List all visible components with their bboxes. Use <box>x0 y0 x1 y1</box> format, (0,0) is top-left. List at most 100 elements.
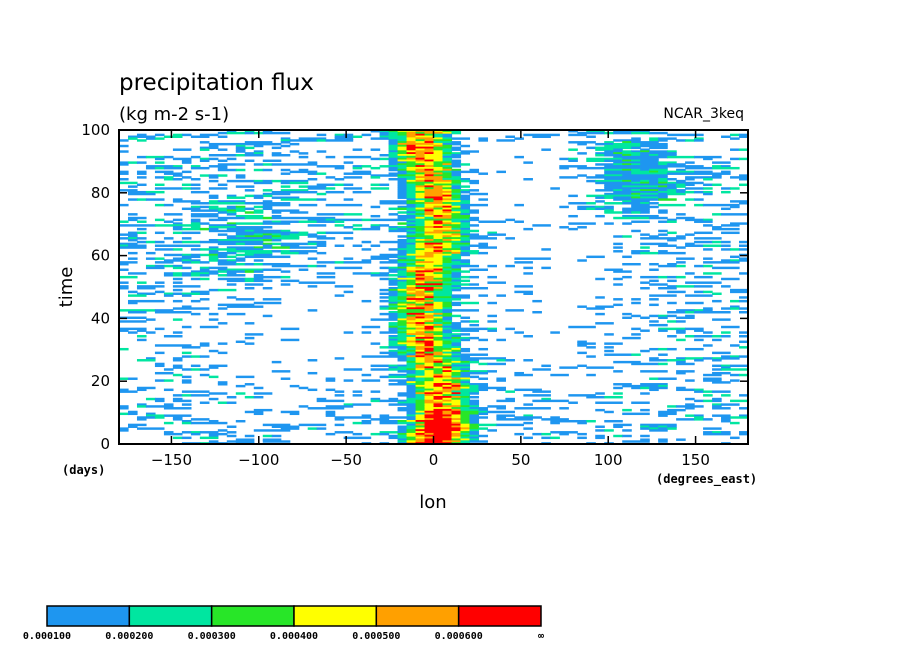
precip-cell <box>181 355 192 358</box>
precip-cell <box>514 203 524 207</box>
precip-cell <box>217 238 264 242</box>
precip-cell <box>415 133 426 137</box>
precip-cell <box>199 277 210 281</box>
precip-cell <box>505 237 515 240</box>
precip-cell <box>595 392 605 395</box>
precip-cell <box>181 421 192 425</box>
precip-cell <box>451 335 462 338</box>
precip-cell <box>397 285 408 288</box>
precip-cell <box>433 148 444 151</box>
precip-cell <box>379 414 390 417</box>
precip-cell <box>721 231 740 235</box>
precip-cell <box>424 277 435 281</box>
precip-cell <box>451 419 462 423</box>
precip-cell <box>460 407 471 410</box>
precip-cell <box>388 130 399 133</box>
precip-cell <box>487 233 506 236</box>
precip-cell <box>424 320 435 323</box>
precip-cell <box>190 364 201 368</box>
precip-cell <box>244 262 255 266</box>
precip-cell <box>613 196 632 199</box>
precip-cell <box>334 431 354 434</box>
precip-cell <box>424 407 453 410</box>
precip-cell <box>568 227 578 231</box>
precip-cell <box>478 347 489 351</box>
precip-cell <box>469 427 480 430</box>
precip-cell <box>397 290 408 294</box>
precip-cell <box>208 255 219 259</box>
precip-cell <box>604 222 614 225</box>
precip-cell <box>613 434 623 438</box>
precip-cell <box>694 198 704 201</box>
precip-cell <box>622 384 659 388</box>
precip-cell <box>442 172 453 175</box>
precip-cell <box>172 281 183 284</box>
precip-cell <box>640 194 668 198</box>
precip-cell <box>127 198 138 201</box>
precip-cell <box>190 218 201 222</box>
precip-cell <box>280 327 300 331</box>
precip-cell <box>730 200 748 203</box>
precip-cell <box>280 235 300 238</box>
precip-cell <box>415 359 426 362</box>
precip-cell <box>433 318 444 321</box>
precip-cell <box>712 399 722 403</box>
precip-cell <box>721 331 731 334</box>
precip-cell <box>730 255 740 259</box>
precip-cell <box>397 255 417 259</box>
precip-cell <box>280 168 291 172</box>
precip-cell <box>262 238 273 242</box>
precip-cell <box>613 198 659 201</box>
precip-cell <box>119 189 138 192</box>
precip-cell <box>604 174 623 177</box>
precip-cell <box>424 163 435 166</box>
precip-cell <box>226 222 237 225</box>
precip-cell <box>199 268 210 271</box>
precip-cell <box>397 190 408 194</box>
precip-cell <box>379 421 399 425</box>
precip-cell <box>460 248 471 251</box>
precip-cell <box>577 131 605 135</box>
precip-cell <box>613 298 623 301</box>
precip-cell <box>451 218 471 222</box>
precip-cell <box>712 364 722 368</box>
precip-cell <box>451 165 462 168</box>
precip-cell <box>388 139 399 142</box>
precip-cell <box>469 416 489 419</box>
precip-cell <box>406 405 417 408</box>
precip-cell <box>496 359 506 362</box>
precip-cell <box>397 311 426 314</box>
precip-cell <box>415 240 453 244</box>
precip-cell <box>424 222 435 225</box>
precip-cell <box>181 294 192 297</box>
precip-cell <box>424 432 435 436</box>
precip-cell <box>235 185 255 188</box>
precip-cell <box>388 379 417 382</box>
precip-cell <box>667 172 731 175</box>
precip-cell <box>739 414 748 417</box>
precip-cell <box>595 434 605 438</box>
precip-cell <box>667 408 686 412</box>
precip-cell <box>181 183 192 187</box>
precip-cell <box>181 394 192 397</box>
precip-cell <box>119 405 129 408</box>
precip-cell <box>415 342 426 345</box>
precip-cell <box>316 183 336 187</box>
precip-cell <box>451 277 462 281</box>
precip-cell <box>658 139 668 142</box>
precip-cell <box>676 362 695 366</box>
precip-cell <box>613 161 659 164</box>
precip-cell <box>604 196 614 199</box>
precip-cell <box>307 185 327 188</box>
precip-cell <box>226 246 255 249</box>
precip-cell <box>658 196 668 199</box>
precip-cell <box>136 220 147 223</box>
precip-cell <box>604 419 623 423</box>
precip-cell <box>172 364 183 368</box>
precip-cell <box>460 379 471 382</box>
precip-cell <box>640 316 650 319</box>
precip-cell <box>388 142 399 146</box>
precip-cell <box>397 205 417 209</box>
precip-cell <box>397 298 408 301</box>
precip-cell <box>640 196 659 199</box>
